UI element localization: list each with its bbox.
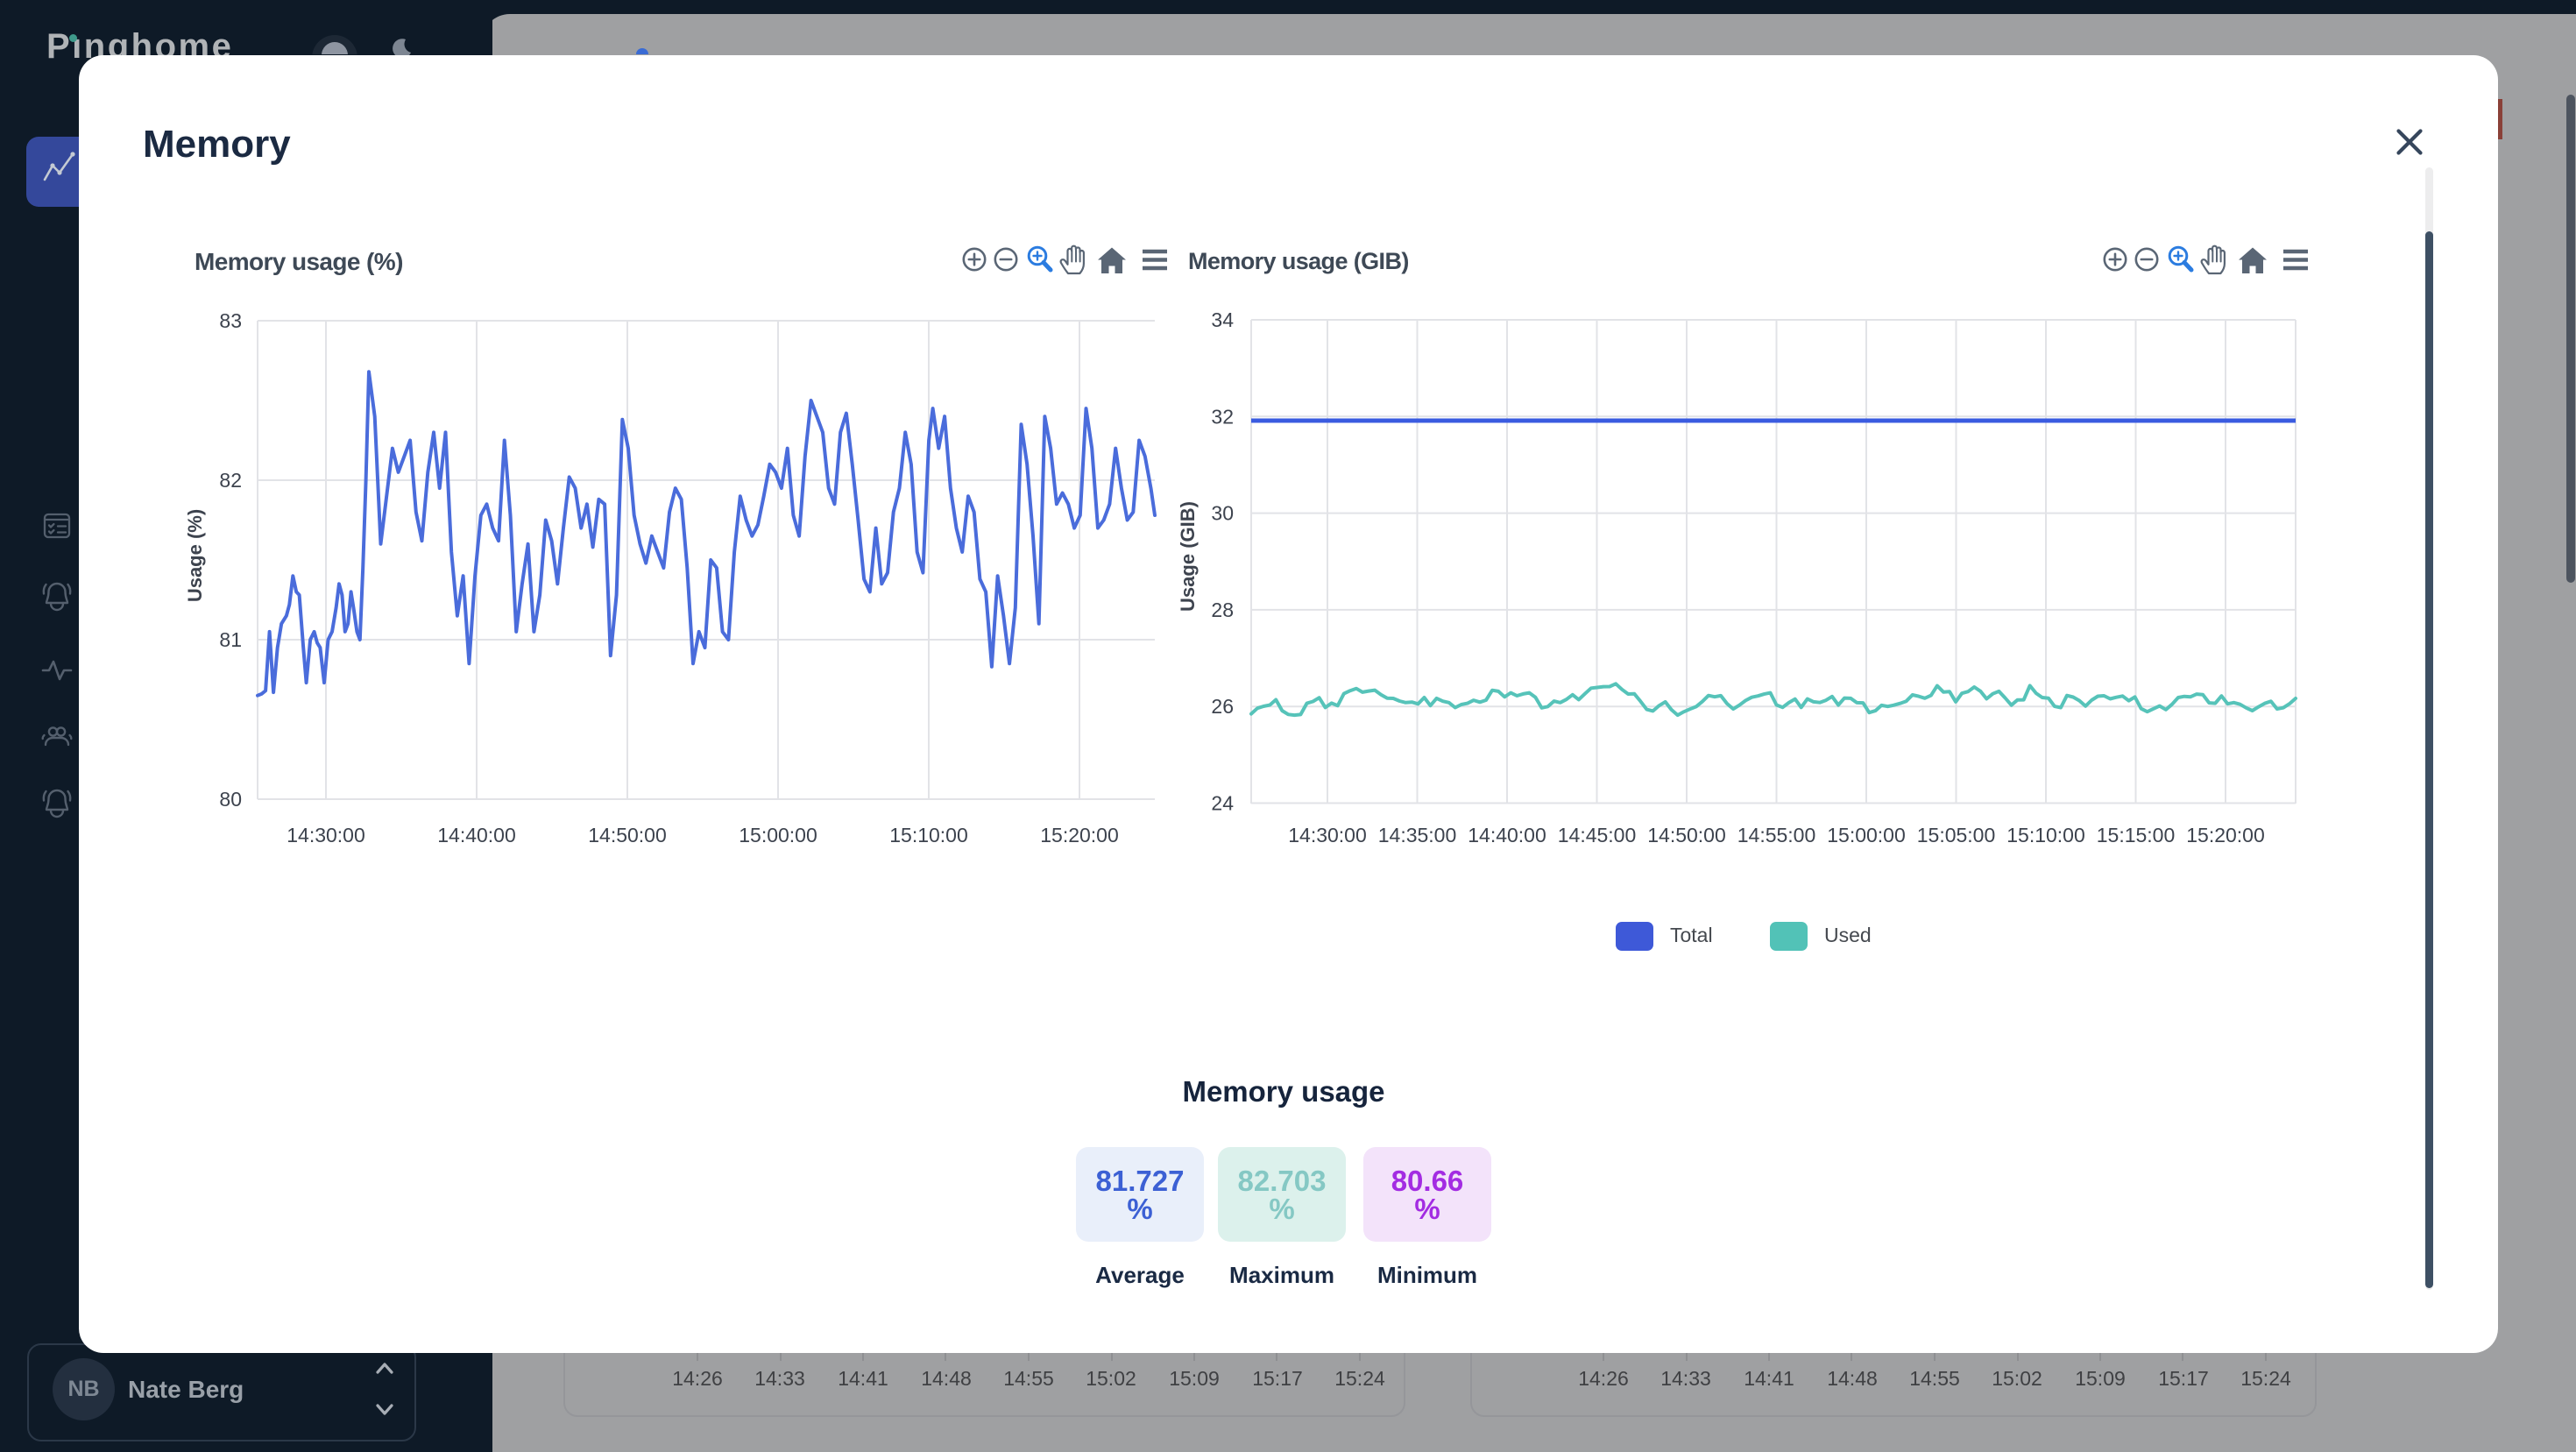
svg-text:26: 26 bbox=[1211, 695, 1234, 718]
svg-text:14:50:00: 14:50:00 bbox=[1647, 824, 1726, 846]
svg-text:15:00:00: 15:00:00 bbox=[1827, 824, 1906, 846]
svg-text:15:00:00: 15:00:00 bbox=[739, 824, 817, 846]
svg-text:80: 80 bbox=[219, 788, 242, 811]
svg-text:14:55:00: 14:55:00 bbox=[1737, 824, 1816, 846]
svg-text:15:05:00: 15:05:00 bbox=[1917, 824, 1996, 846]
svg-text:82: 82 bbox=[219, 469, 242, 492]
svg-text:34: 34 bbox=[1211, 308, 1234, 331]
svg-text:14:45:00: 14:45:00 bbox=[1558, 824, 1637, 846]
svg-text:Usage (%): Usage (%) bbox=[184, 509, 206, 602]
svg-text:15:10:00: 15:10:00 bbox=[2006, 824, 2085, 846]
svg-text:14:30:00: 14:30:00 bbox=[1288, 824, 1367, 846]
svg-text:15:10:00: 15:10:00 bbox=[889, 824, 968, 846]
svg-text:14:30:00: 14:30:00 bbox=[287, 824, 365, 846]
svg-text:15:20:00: 15:20:00 bbox=[2186, 824, 2265, 846]
svg-text:14:40:00: 14:40:00 bbox=[1468, 824, 1546, 846]
svg-text:83: 83 bbox=[219, 309, 242, 332]
svg-text:15:15:00: 15:15:00 bbox=[2097, 824, 2176, 846]
svg-text:30: 30 bbox=[1211, 502, 1234, 525]
svg-text:Usage (GIB): Usage (GIB) bbox=[1177, 501, 1199, 612]
svg-text:28: 28 bbox=[1211, 599, 1234, 621]
svg-text:14:35:00: 14:35:00 bbox=[1378, 824, 1457, 846]
svg-text:14:50:00: 14:50:00 bbox=[588, 824, 667, 846]
svg-text:81: 81 bbox=[219, 628, 242, 651]
svg-text:15:20:00: 15:20:00 bbox=[1040, 824, 1119, 846]
svg-text:32: 32 bbox=[1211, 405, 1234, 428]
svg-text:24: 24 bbox=[1211, 792, 1234, 815]
svg-text:14:40:00: 14:40:00 bbox=[437, 824, 516, 846]
